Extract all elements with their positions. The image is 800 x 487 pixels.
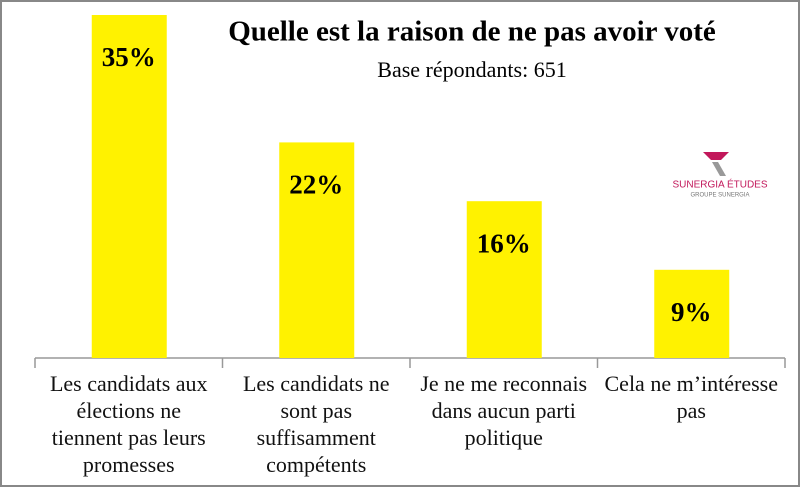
x-tick-label: Les candidats ne sont pas suffisamment c… bbox=[242, 371, 390, 477]
bar bbox=[279, 142, 355, 358]
chart-title: Quelle est la raison de ne pas avoir vot… bbox=[228, 16, 716, 48]
value-label: 9% bbox=[671, 297, 712, 327]
x-tick-label: Les candidats aux élections ne tiennent … bbox=[49, 371, 208, 477]
logo-mark bbox=[712, 162, 726, 176]
value-label: 22% bbox=[289, 170, 343, 200]
value-label: 35% bbox=[102, 42, 156, 72]
logo-mark bbox=[703, 152, 729, 160]
bar bbox=[466, 201, 542, 358]
value-label: 16% bbox=[477, 228, 531, 258]
chart-subtitle: Base répondants: 651 bbox=[377, 57, 566, 82]
bar bbox=[654, 269, 730, 358]
x-tick-label: Cela ne m’intéresse pas bbox=[604, 371, 779, 423]
x-tick-label: Je ne me reconnais dans aucun parti poli… bbox=[420, 371, 588, 450]
logo-name: SUNERGIA ÉTUDES bbox=[672, 178, 767, 191]
bar bbox=[91, 15, 167, 358]
logo: SUNERGIA ÉTUDES GROUPE SUNERGIA bbox=[672, 152, 768, 199]
logo-tagline: GROUPE SUNERGIA bbox=[690, 193, 749, 199]
